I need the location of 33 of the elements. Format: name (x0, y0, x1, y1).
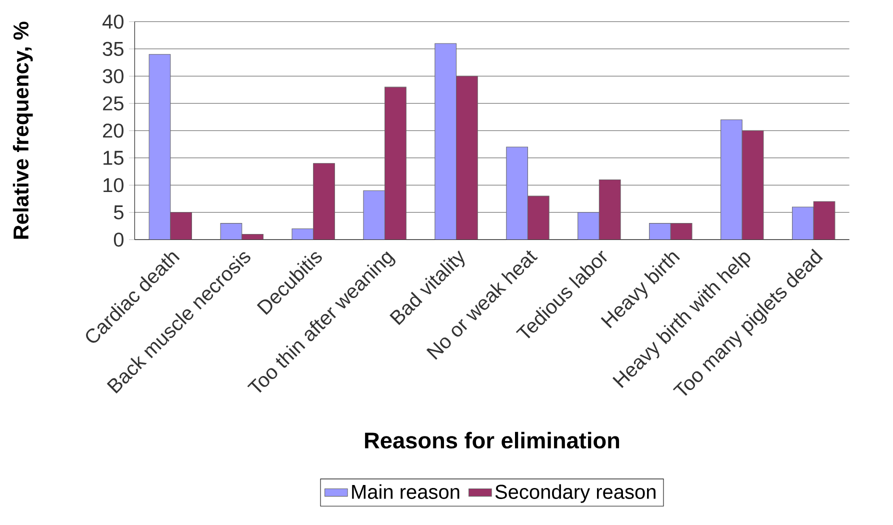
y-tick-label: 5 (114, 205, 124, 220)
bar (720, 119, 742, 240)
y-axis-title: Relative frequency, % (12, 22, 33, 239)
y-tick-label: 35 (102, 42, 124, 56)
bar (220, 223, 242, 240)
bar (313, 163, 335, 240)
bar (598, 179, 621, 240)
bar (170, 212, 192, 240)
y-tick-label: 10 (104, 178, 124, 192)
bar (434, 43, 457, 240)
bar (649, 223, 671, 240)
bar (292, 228, 314, 240)
legend-label: Main reason (352, 484, 460, 499)
y-tick-label: 15 (104, 150, 124, 165)
y-tick-label: 30 (102, 69, 124, 84)
bar (456, 76, 478, 240)
bar (527, 196, 550, 240)
y-tick-label: 0 (114, 232, 124, 247)
bar (506, 146, 528, 240)
bar (363, 190, 386, 240)
bar (148, 54, 171, 240)
y-tick-label: 25 (103, 96, 124, 110)
bar (578, 212, 600, 240)
bar (742, 130, 764, 240)
bar (384, 86, 406, 240)
bar (670, 223, 692, 240)
bar (813, 201, 836, 240)
y-tick-label: 20 (103, 124, 124, 138)
bar (242, 234, 264, 240)
y-tick-label: 40 (102, 14, 124, 29)
legend-label: Secondary reason (495, 484, 656, 503)
x-axis-title: Reasons for elimination (365, 432, 620, 449)
bar (792, 206, 814, 240)
